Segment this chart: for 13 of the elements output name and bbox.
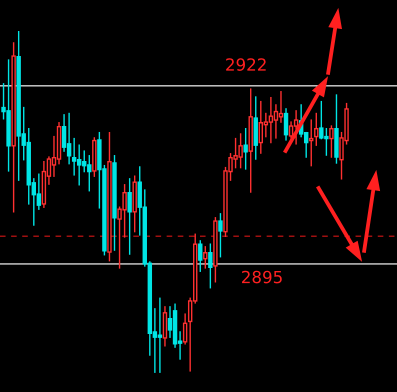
candlestick [182, 313, 188, 345]
candlestick [309, 119, 314, 166]
candlestick [329, 125, 334, 158]
candlestick [208, 243, 213, 288]
candlestick [218, 213, 223, 258]
ref-line-label: 2922 [226, 58, 266, 71]
candlestick [198, 240, 202, 272]
candlestick [203, 246, 208, 269]
candlestick [284, 108, 288, 141]
candlestick [243, 128, 248, 170]
candlestick [127, 178, 132, 255]
ref-line-label: 2895 [242, 270, 282, 284]
candlestick [314, 112, 318, 146]
